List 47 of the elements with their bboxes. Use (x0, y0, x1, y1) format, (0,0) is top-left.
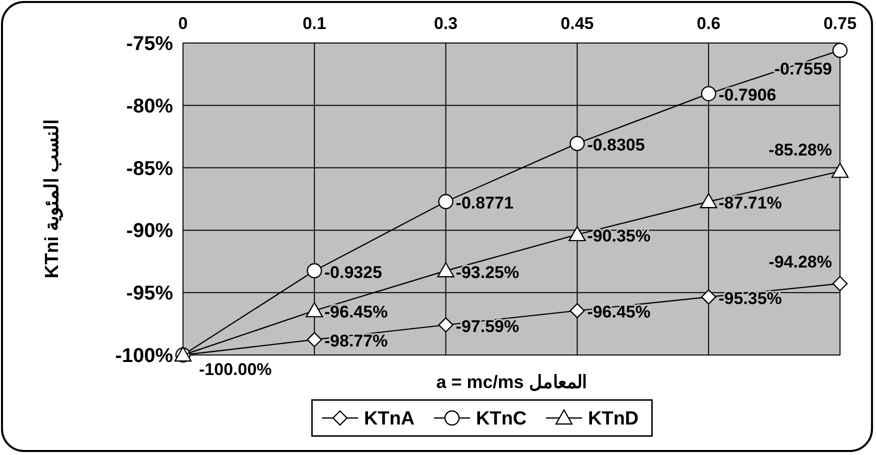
point (832, 42, 848, 58)
y-tick-label: -100% (115, 345, 174, 367)
x-tick-label: 0.45 (560, 14, 594, 33)
y-tick-label: -90% (126, 220, 174, 242)
data-label: -90.35% (587, 226, 651, 246)
legend-label: KTnD (588, 408, 639, 430)
point (438, 317, 454, 333)
point (306, 302, 323, 318)
point (438, 194, 454, 210)
data-label: -0.8771 (456, 194, 514, 213)
y-tick-label: -75% (126, 33, 174, 55)
data-label: -0.7906 (718, 86, 776, 105)
point (306, 263, 322, 278)
x-tick-label: 0.6 (696, 14, 720, 33)
y-tick-label: -85% (126, 158, 174, 180)
data-label: -96.45% (587, 302, 651, 322)
data-label: -100.00% (199, 360, 272, 379)
point (306, 332, 322, 348)
x-tick-label: 0.1 (302, 14, 326, 33)
data-label: -0.9325 (324, 262, 382, 282)
y-tick-label: -80% (126, 95, 174, 118)
point (701, 289, 716, 305)
data-label: -85.28% (768, 140, 832, 160)
x-axis-title: a = mc/ms المعامل (436, 372, 587, 392)
legend-label: KTnC (476, 408, 527, 430)
data-label: -87.71% (718, 194, 782, 213)
data-label: -97.59% (456, 316, 520, 336)
data-label: -98.77% (324, 332, 388, 351)
data-label: -93.25% (456, 262, 520, 282)
point (701, 86, 716, 102)
point (570, 136, 585, 152)
point (832, 276, 848, 292)
point (700, 193, 718, 208)
y-axis-title: KTni النسب المئوية (42, 120, 63, 278)
y-tick-label: -95% (126, 282, 174, 305)
point (437, 262, 454, 278)
legend-label: KTnA (364, 408, 415, 430)
data-label: -0.7559 (774, 59, 832, 78)
x-tick-label: 0.3 (434, 14, 458, 33)
data-label: -94.28% (768, 252, 832, 272)
data-label: -96.45% (324, 302, 388, 322)
x-tick-label: 0.75 (823, 14, 857, 33)
point (568, 226, 586, 242)
point (831, 162, 849, 178)
data-label: -0.8305 (587, 135, 645, 154)
x-tick-label: 0 (178, 14, 188, 33)
point (570, 303, 585, 318)
